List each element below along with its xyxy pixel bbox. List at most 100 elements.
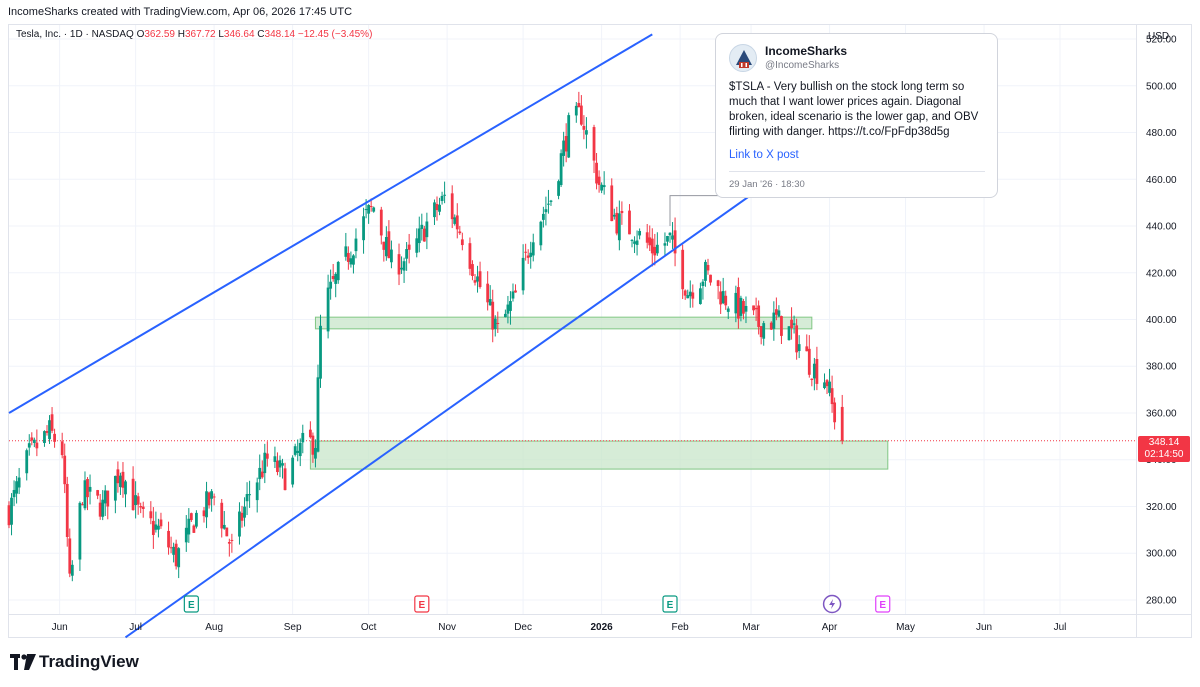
tweet-author-name[interactable]: IncomeSharks [765,44,848,58]
candle-body [610,185,614,222]
candle [210,489,214,512]
candle [503,309,507,318]
candle [319,314,322,388]
candle-body [151,520,155,535]
candle-body [655,244,659,254]
candle-body [30,437,34,441]
candle [491,289,495,343]
candle-body [706,264,710,271]
candle-body [650,238,654,254]
candle-body [435,203,439,211]
earnings-apr-marker[interactable]: E [875,595,891,613]
candle-body [493,318,497,329]
candle [686,289,690,299]
candle-body [681,249,685,290]
earnings-icon [662,595,678,613]
candle-body [131,478,135,511]
time-tick-label: Feb [672,622,690,633]
candle-body [547,203,550,205]
last-price-badge: 348.14 02:14:50 [1138,436,1190,462]
candle-body [364,209,368,211]
candle-body [541,213,545,220]
candle-body [792,323,796,325]
candles [7,91,844,582]
candle [405,242,409,271]
candle-body [407,244,411,250]
candle-body [192,525,196,533]
candle [493,315,497,337]
tweet-text: $TSLA - Very bullish on the stock long t… [729,81,979,138]
candle-body [752,305,755,311]
earnings-letter: E [879,600,886,611]
candle [329,269,333,300]
candle [149,501,153,525]
candle [476,265,479,293]
lightning-icon [829,599,836,609]
earnings-oct-marker[interactable]: E [414,595,430,613]
candle [602,171,606,195]
candle [88,474,92,505]
candle-body [701,281,705,287]
tweet-author-handle[interactable]: @IncomeSharks [765,60,840,71]
candle [526,249,530,264]
candle-body [511,291,515,299]
candle [531,233,535,262]
candle [336,260,340,284]
candle [471,260,474,281]
candle-body [379,209,383,236]
top-bar: IncomeSharks created with TradingView.co… [0,0,1200,24]
candle-body [615,212,619,234]
candle [83,471,87,511]
candle [777,305,781,317]
candle-body [506,304,510,314]
candle [334,272,338,298]
link-to-x-post[interactable]: Link to X post [729,149,799,161]
candle-body [50,414,54,431]
candle-body [628,210,631,235]
candle [298,438,302,467]
candle [752,305,755,316]
candle [255,477,259,513]
time-axis: Jun Jul Aug Sep Oct Nov Dec 2026 Feb Mar Apr May Jun… [52,622,1067,633]
candle [666,235,669,246]
chart-frame[interactable] [8,24,1192,638]
candle-body [762,323,766,339]
candle-body [823,382,826,389]
candle [225,527,229,537]
price-axis: 520.00 500.00 480.00 460.00 440.00 420.00 400.… [1146,35,1177,607]
candle [98,493,102,520]
candle [473,274,477,286]
candle [346,246,350,270]
candle [774,297,778,321]
earnings-jan-marker[interactable]: E [662,595,678,613]
candle [154,511,158,533]
candle-body [103,490,107,504]
candle-body [635,240,639,245]
earnings-jul-marker[interactable]: E [183,595,199,613]
candle [468,237,472,276]
dividend-apr-marker[interactable] [822,594,842,614]
candle [65,476,69,547]
price-tick-label: 400.00 [1146,315,1177,326]
candle [688,280,692,308]
created-by-text: IncomeSharks created with TradingView.co… [8,6,353,18]
tweet-card[interactable]: IncomeSharks @IncomeSharks $TSLA - Very … [715,33,998,198]
candle-body [772,312,776,329]
earnings-letter: E [667,600,674,611]
time-tick-label: Jun [976,622,992,633]
price-tick-label: 380.00 [1146,362,1177,373]
candle-body [88,486,92,492]
candle-body [503,313,507,318]
trendlines [8,33,788,639]
candle-body [683,290,687,296]
candle-body [585,130,588,135]
candle-body [557,181,560,196]
currency-label[interactable]: USD [1148,31,1170,42]
candle-body [486,283,490,303]
candle-body [308,429,312,438]
candle [189,512,193,522]
candle [50,407,54,434]
candle-body [468,243,472,269]
candle [367,204,371,224]
